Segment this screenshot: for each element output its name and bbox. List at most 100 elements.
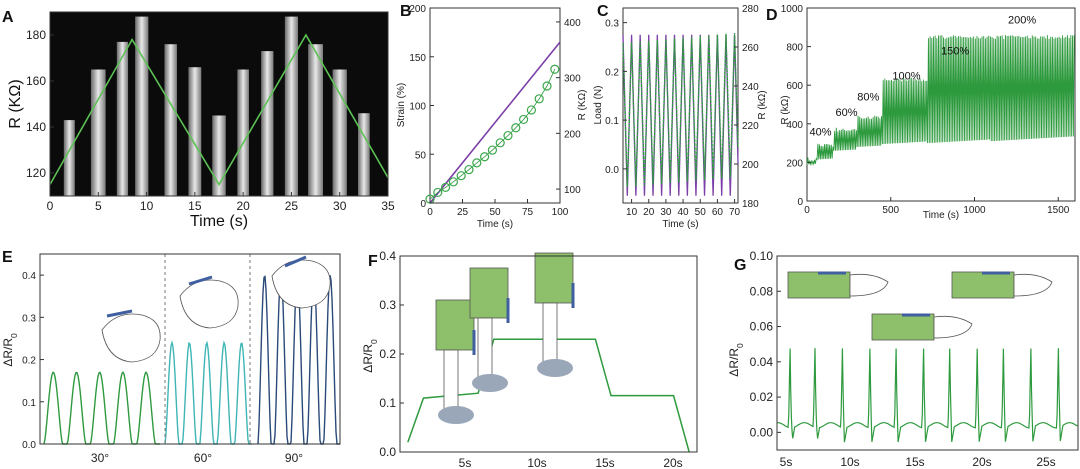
panel-c-x-ticklabel-2: 30 (660, 207, 672, 218)
panel-e-x-ticklabel-2: 90° (285, 451, 303, 465)
panel-g-y-ticklabel-0: 0.00 (750, 425, 774, 439)
panel-c-frame (622, 7, 739, 204)
panel-a-x-ticklabel-2: 10 (140, 199, 154, 213)
panel-a-fiber-bar-5 (188, 67, 202, 196)
panel-b-x-ticklabel-3: 75 (522, 207, 534, 218)
panel-e-hand-sketch-2 (271, 255, 331, 309)
panel-d-resistance-line (806, 35, 1075, 166)
panel-c-x-ticklabel-3: 40 (678, 207, 690, 218)
panel-g-y-ticklabel-2: 0.04 (750, 355, 774, 369)
panel-a-x-ticklabel-7: 35 (381, 199, 395, 213)
panel-f-leg-sketch-0 (435, 299, 476, 424)
panel-b-strain-line (429, 41, 561, 204)
panel-e-label: E (2, 249, 13, 266)
panel-a-frame (49, 11, 389, 197)
panel-f-leg-thigh-1 (469, 267, 509, 319)
panel-b-yr-ticklabel-1: 200 (564, 129, 581, 140)
panel-e-y-ticklabel-2: 0.2 (22, 356, 36, 367)
panel-a-xlabel: Time (s) (190, 213, 248, 230)
panel-b-y-ticklabel-4: 200 (409, 4, 426, 15)
panel-b-xlabel: Time (s) (477, 219, 513, 230)
panel-c-y-ticklabel-1: 0.1 (605, 116, 619, 127)
panel-e-y-ticklabel-3: 0.3 (22, 313, 36, 324)
panel-b-yr-ticklabel-3: 400 (564, 18, 581, 29)
panel-f-leg-sketch-2 (534, 252, 575, 377)
panel-b-resistance-point-10 (503, 130, 513, 141)
panel-c-x-ticklabel-4: 50 (695, 207, 707, 218)
panel-c-yr-ticklabel-3: 240 (742, 82, 759, 93)
panel-a-y-ticklabel-0: 120 (26, 166, 46, 180)
panel-d-x-ticklabel-0: 0 (804, 205, 810, 216)
panel-d-y-ticklabel-0: 0 (797, 197, 803, 208)
panel-f-y-ticklabel-3: 0.3 (379, 298, 396, 312)
panel-b-resistance-point-13 (526, 105, 537, 115)
panel-b-resistance-point-6 (472, 158, 482, 168)
panel-e-hand-outline-0 (101, 313, 161, 363)
panel-b-frame (429, 7, 561, 204)
panel-d-x-ticklabel-2: 1000 (963, 205, 986, 216)
panel-f-leg-thigh-2 (534, 252, 574, 304)
panel-e-hand-outline-2 (271, 259, 331, 309)
panel-f-leg-shin-1 (477, 317, 493, 379)
panel-d-frame (806, 7, 1076, 202)
panel-e-hand-sensor-2 (284, 255, 307, 268)
panel-d-ylabel: R (kΩ) (780, 95, 791, 124)
panel-e-y-ticklabel-4: 0.4 (22, 271, 36, 282)
panel-d-y-ticklabel-5: 1000 (781, 4, 804, 15)
panel-d: 40%60%80% 100% 150% 200% 0 500 1000 1500 0 200 400… (766, 4, 1076, 221)
panel-g-arm-hand-2 (933, 315, 973, 339)
panel-e-x-ticklabel-0: 30° (91, 451, 109, 465)
panel-e-frame (39, 253, 341, 445)
panel-b-y-ticklabel-3: 150 (409, 53, 426, 64)
panel-f: 0.0 0.1 0.2 0.3 0.4 5s 10s 15s 20s F ΔR/R0 (361, 249, 698, 469)
panel-b-resistance-point-8 (487, 145, 497, 155)
panel-a-fiber-bar-12 (357, 113, 370, 196)
panel-g-arm-sketch-0 (787, 271, 889, 299)
panel-a-fiber-bar-3 (135, 16, 149, 196)
panel-c-resistance-line (622, 32, 739, 188)
panel-a-x-ticklabel-6: 30 (333, 199, 347, 213)
panel-e-x-ticklabel-1: 60° (194, 451, 212, 465)
panel-d-annotation-4: 150% (941, 45, 969, 57)
panel-a-fiber-bar-6 (212, 115, 226, 196)
panel-c-yr-ticklabel-0: 180 (742, 199, 759, 210)
panel-d-y-ticklabel-2: 400 (786, 120, 803, 131)
panel-e-hand-sketch-1 (179, 275, 239, 329)
panel-c-yr-ticklabel-1: 200 (742, 160, 759, 171)
panel-a-fiber-bar-9 (284, 16, 299, 196)
panel-c-x-ticklabel-0: 10 (626, 207, 638, 218)
panel-a-fiber-bar-11 (332, 69, 347, 196)
panel-b-x-ticklabel-1: 25 (457, 207, 469, 218)
panel-f-leg-sketch-1 (469, 267, 510, 392)
panel-g-x-ticklabel-4: 25s (1036, 455, 1055, 469)
panel-g-y-ticklabel-1: 0.02 (750, 390, 774, 404)
panel-b-x-ticklabel-4: 100 (552, 207, 569, 218)
panel-a-x-ticklabel-5: 25 (285, 199, 299, 213)
panel-d-annotation-0: 40% (810, 126, 832, 138)
panel-c-yr-ticklabel-5: 280 (742, 4, 759, 15)
panel-d-annotation-1: 60% (835, 107, 857, 119)
panel-a-x-ticklabel-4: 20 (236, 199, 250, 213)
panel-f-leg-shoe-2 (537, 359, 573, 377)
panel-b-resistance-point-9 (495, 138, 505, 148)
panel-g-arm-hand-0 (849, 273, 889, 297)
panel-a-y-ticklabel-3: 180 (26, 28, 46, 42)
panel-a-y-ticklabel-2: 160 (26, 74, 46, 88)
panel-b-resistance-point-12 (518, 114, 529, 125)
panel-a-x-ticklabel-0: 0 (47, 199, 54, 213)
panel-g-label: G (734, 257, 746, 274)
panel-f-y-ticklabel-4: 0.4 (379, 249, 396, 263)
panel-g-arm-sketch-2 (871, 313, 973, 341)
panel-e-hand-sensor-1 (188, 275, 213, 286)
panel-f-y-ticklabel-0: 0.0 (379, 445, 396, 459)
panel-a-y-ticklabel-1: 140 (26, 120, 46, 134)
panel-g-arm-sleeve-0 (787, 271, 851, 299)
panel-c-y-ticklabel-3: 0.3 (605, 19, 619, 30)
panel-c-label: C (597, 3, 609, 20)
panel-a-fiber-bar-0 (63, 120, 75, 196)
panel-g-arm-hand-1 (1013, 273, 1053, 297)
panel-b-y-ticklabel-0: 0 (420, 199, 426, 210)
panel-f-leg-shoe-0 (438, 406, 474, 424)
panel-b-resistance-point-3 (448, 177, 458, 187)
